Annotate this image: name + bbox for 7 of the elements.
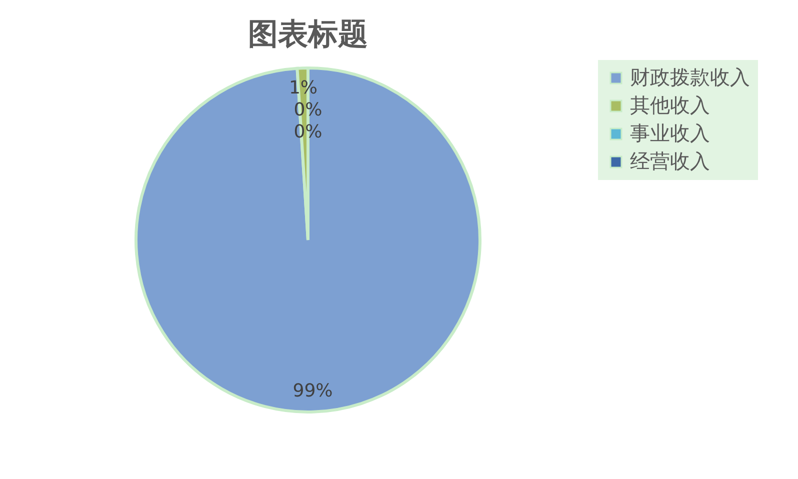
chart-title: 图表标题	[248, 17, 368, 52]
legend-label: 经营收入	[630, 149, 710, 173]
legend-label: 其他收入	[630, 93, 710, 117]
data-label: 99%	[292, 380, 333, 402]
legend-label: 事业收入	[630, 121, 710, 145]
pie-slice	[134, 66, 482, 414]
legend-label: 财政拨款收入	[630, 65, 750, 89]
